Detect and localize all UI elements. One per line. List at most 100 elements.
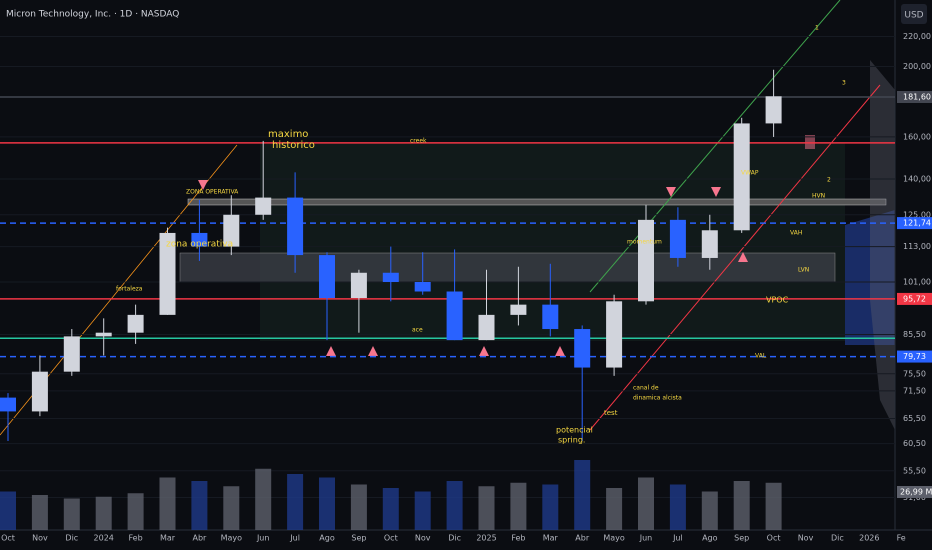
price-tag (897, 90, 932, 103)
volume-bar (287, 474, 304, 530)
volume-bar (510, 482, 527, 530)
x-tick-label: Oct (1, 534, 15, 543)
candle-body (319, 255, 335, 299)
x-tick-label: Abr (192, 534, 207, 543)
volume-bar (191, 481, 208, 530)
volume-bar (319, 477, 335, 530)
annotation: test (604, 409, 618, 417)
marker (738, 252, 748, 262)
x-tick-label: Oct (767, 534, 781, 543)
candle-body (31, 371, 48, 412)
price-tag-label: 95,72 (903, 294, 926, 303)
x-tick-label: Feb (129, 534, 143, 543)
x-tick-label: Fe (897, 534, 906, 543)
annotation: LVN (798, 267, 809, 274)
volume-bar (0, 491, 16, 530)
marker (711, 187, 721, 197)
candle-body (733, 123, 750, 231)
y-tick-label: 55,50 (903, 466, 926, 475)
candle-body (191, 232, 208, 247)
volume-bar (765, 482, 782, 530)
price-tag-label: 181,60 (903, 92, 931, 101)
volume-bar (31, 495, 48, 530)
volume-bar (606, 488, 623, 530)
candle-body (414, 281, 431, 292)
x-tick-label: 2024 (94, 534, 114, 543)
y-tick-label: 220,00 (903, 32, 931, 41)
candle-body (223, 214, 240, 247)
y-tick-label: 75,50 (903, 369, 926, 378)
x-tick-label: Mar (160, 534, 176, 543)
x-tick-label: 2025 (476, 534, 496, 543)
candle-body (478, 314, 495, 341)
x-tick-label: Mayo (603, 534, 625, 543)
candle-body (574, 329, 591, 368)
candle-body (765, 96, 782, 124)
annotation: canal de (633, 385, 659, 392)
candle-body (638, 219, 654, 302)
x-tick-label: Ago (319, 534, 335, 543)
annotation: VPOC (766, 296, 789, 305)
candle-body (127, 314, 144, 333)
x-tick-label: Sep (734, 534, 749, 543)
annotation: zona operativa (166, 240, 233, 250)
price-tag-label: 79,73 (903, 352, 926, 361)
x-tick-label: Sep (351, 534, 366, 543)
currency[interactable]: USD (904, 11, 923, 21)
candle-body (0, 397, 16, 412)
candle-body (542, 304, 559, 330)
candle-body (63, 336, 80, 372)
annotation: fortaleza (116, 286, 143, 293)
x-tick-label: Jun (639, 534, 653, 543)
x-tick-label: Oct (384, 534, 398, 543)
marker (198, 180, 208, 190)
price-tag-label: 121,74 (903, 219, 931, 228)
x-tick-label: Jun (256, 534, 270, 543)
marker (326, 346, 336, 356)
y-tick-label: 160,00 (903, 132, 931, 141)
x-tick-label: Jul (672, 534, 683, 543)
annotation: potencial (556, 426, 593, 435)
candle-body (510, 304, 527, 315)
candle-body (287, 197, 304, 256)
marker (479, 346, 489, 356)
volume-bar (382, 488, 399, 530)
volume-bar (414, 491, 431, 530)
volume-bar (255, 468, 272, 530)
volume-bar (223, 486, 240, 530)
y-tick-label: 101,00 (903, 277, 931, 286)
volume-bar (95, 496, 112, 530)
annotation: VAL (755, 353, 767, 360)
annotation: momentum (627, 239, 662, 246)
lvn-band (179, 252, 836, 283)
marker (368, 346, 378, 356)
volume-bar (733, 481, 750, 530)
annotation: VAH (790, 230, 802, 237)
y-tick-label: 71,50 (903, 386, 926, 395)
volume-bar (574, 460, 591, 530)
annotation: ZONA OPERATIVA (186, 189, 239, 196)
y-tick-label: 140,00 (903, 175, 931, 184)
x-tick-label: Dic (65, 534, 78, 543)
y-tick-label: 65,50 (903, 414, 926, 423)
x-tick-label: Mayo (221, 534, 243, 543)
x-tick-label: Nov (415, 534, 431, 543)
zona-band (187, 198, 887, 206)
candle-body (669, 219, 686, 258)
marker (666, 187, 676, 197)
x-tick-label: Dic (448, 534, 461, 543)
candle-body (255, 197, 272, 215)
y-tick-label: 200,00 (903, 62, 931, 71)
currency-button[interactable] (901, 4, 927, 24)
volume-bar (638, 477, 654, 530)
candle-body (606, 301, 623, 368)
annotation: creek (410, 138, 427, 145)
annotation: 3 (842, 80, 846, 87)
x-tick-label: Abr (575, 534, 590, 543)
volume-bar (63, 498, 80, 530)
annotation: spring. (558, 436, 585, 445)
candle-body (95, 332, 112, 337)
annotation: 1 (815, 25, 819, 32)
candle-body (159, 232, 176, 315)
